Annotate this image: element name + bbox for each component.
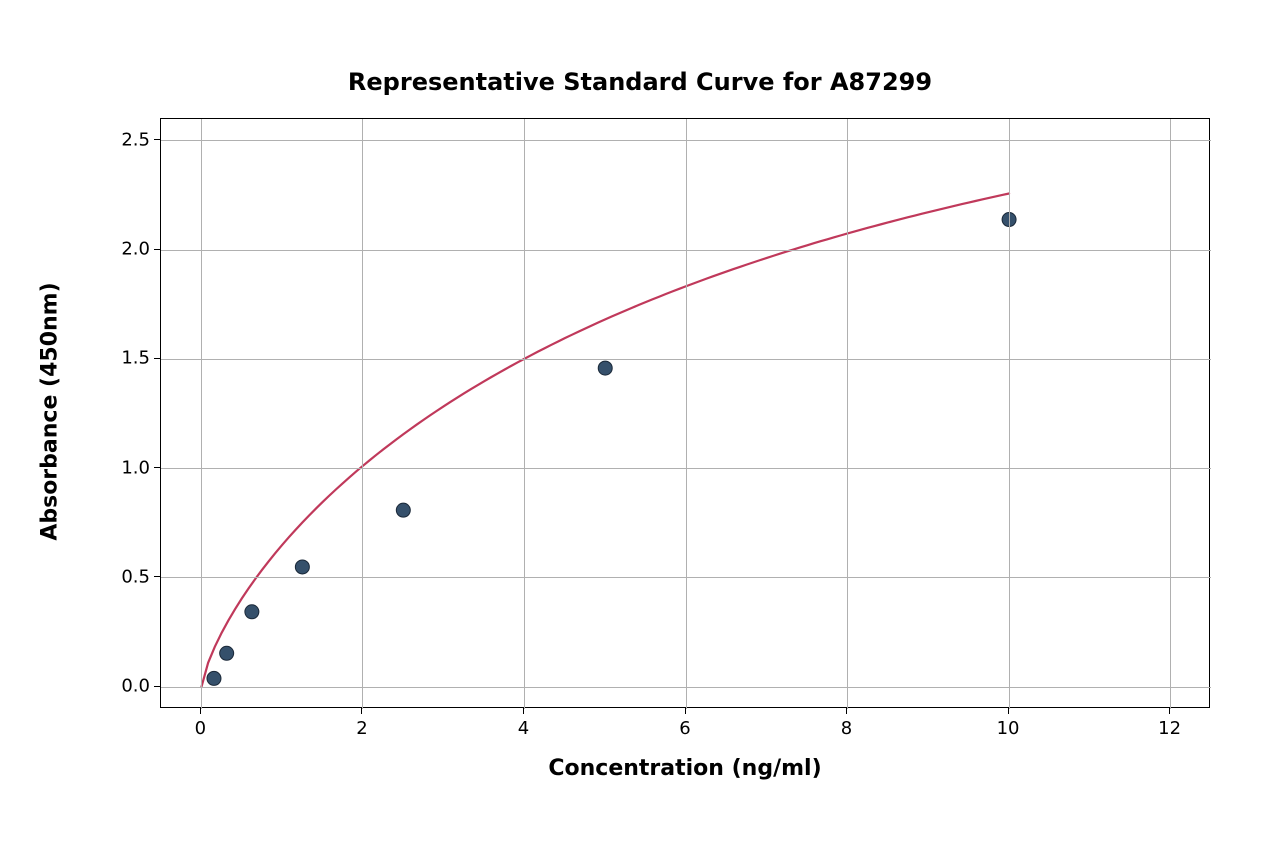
x-tick-mark xyxy=(523,708,524,714)
y-gridline xyxy=(161,577,1211,578)
x-tick-mark xyxy=(1169,708,1170,714)
y-tick-mark xyxy=(154,467,160,468)
x-tick-mark xyxy=(1008,708,1009,714)
x-gridline xyxy=(1009,119,1010,709)
y-tick-mark xyxy=(154,358,160,359)
x-tick-mark xyxy=(846,708,847,714)
x-axis-label: Concentration (ng/ml) xyxy=(160,756,1210,781)
y-gridline xyxy=(161,359,1211,360)
y-axis-label: Absorbance (450nm) xyxy=(38,262,63,562)
x-tick-label: 4 xyxy=(518,718,529,739)
y-tick-mark xyxy=(154,686,160,687)
data-point xyxy=(598,361,612,375)
y-tick-label: 0.5 xyxy=(110,566,150,587)
y-gridline xyxy=(161,468,1211,469)
fitted-curve xyxy=(201,194,1009,688)
y-gridline xyxy=(161,140,1211,141)
x-tick-mark xyxy=(361,708,362,714)
x-gridline xyxy=(1170,119,1171,709)
y-gridline xyxy=(161,687,1211,688)
y-tick-label: 2.5 xyxy=(110,129,150,150)
data-point xyxy=(295,560,309,574)
plot-area xyxy=(160,118,1210,708)
y-tick-mark xyxy=(154,139,160,140)
x-gridline xyxy=(686,119,687,709)
data-point xyxy=(245,605,259,619)
y-tick-label: 1.5 xyxy=(110,348,150,369)
x-tick-label: 10 xyxy=(997,718,1020,739)
x-tick-label: 2 xyxy=(356,718,367,739)
x-tick-mark xyxy=(200,708,201,714)
x-tick-label: 6 xyxy=(679,718,690,739)
y-gridline xyxy=(161,250,1211,251)
chart-title: Representative Standard Curve for A87299 xyxy=(0,68,1280,96)
y-tick-label: 1.0 xyxy=(110,457,150,478)
y-tick-label: 2.0 xyxy=(110,239,150,260)
y-tick-label: 0.0 xyxy=(110,676,150,697)
x-tick-label: 12 xyxy=(1158,718,1181,739)
x-tick-label: 0 xyxy=(195,718,206,739)
x-tick-mark xyxy=(685,708,686,714)
y-tick-mark xyxy=(154,576,160,577)
x-gridline xyxy=(362,119,363,709)
y-tick-mark xyxy=(154,249,160,250)
data-point xyxy=(207,671,221,685)
data-point xyxy=(396,503,410,517)
data-point xyxy=(220,646,234,660)
x-gridline xyxy=(524,119,525,709)
x-gridline xyxy=(847,119,848,709)
figure: Representative Standard Curve for A87299… xyxy=(0,0,1280,845)
x-tick-label: 8 xyxy=(841,718,852,739)
x-gridline xyxy=(201,119,202,709)
